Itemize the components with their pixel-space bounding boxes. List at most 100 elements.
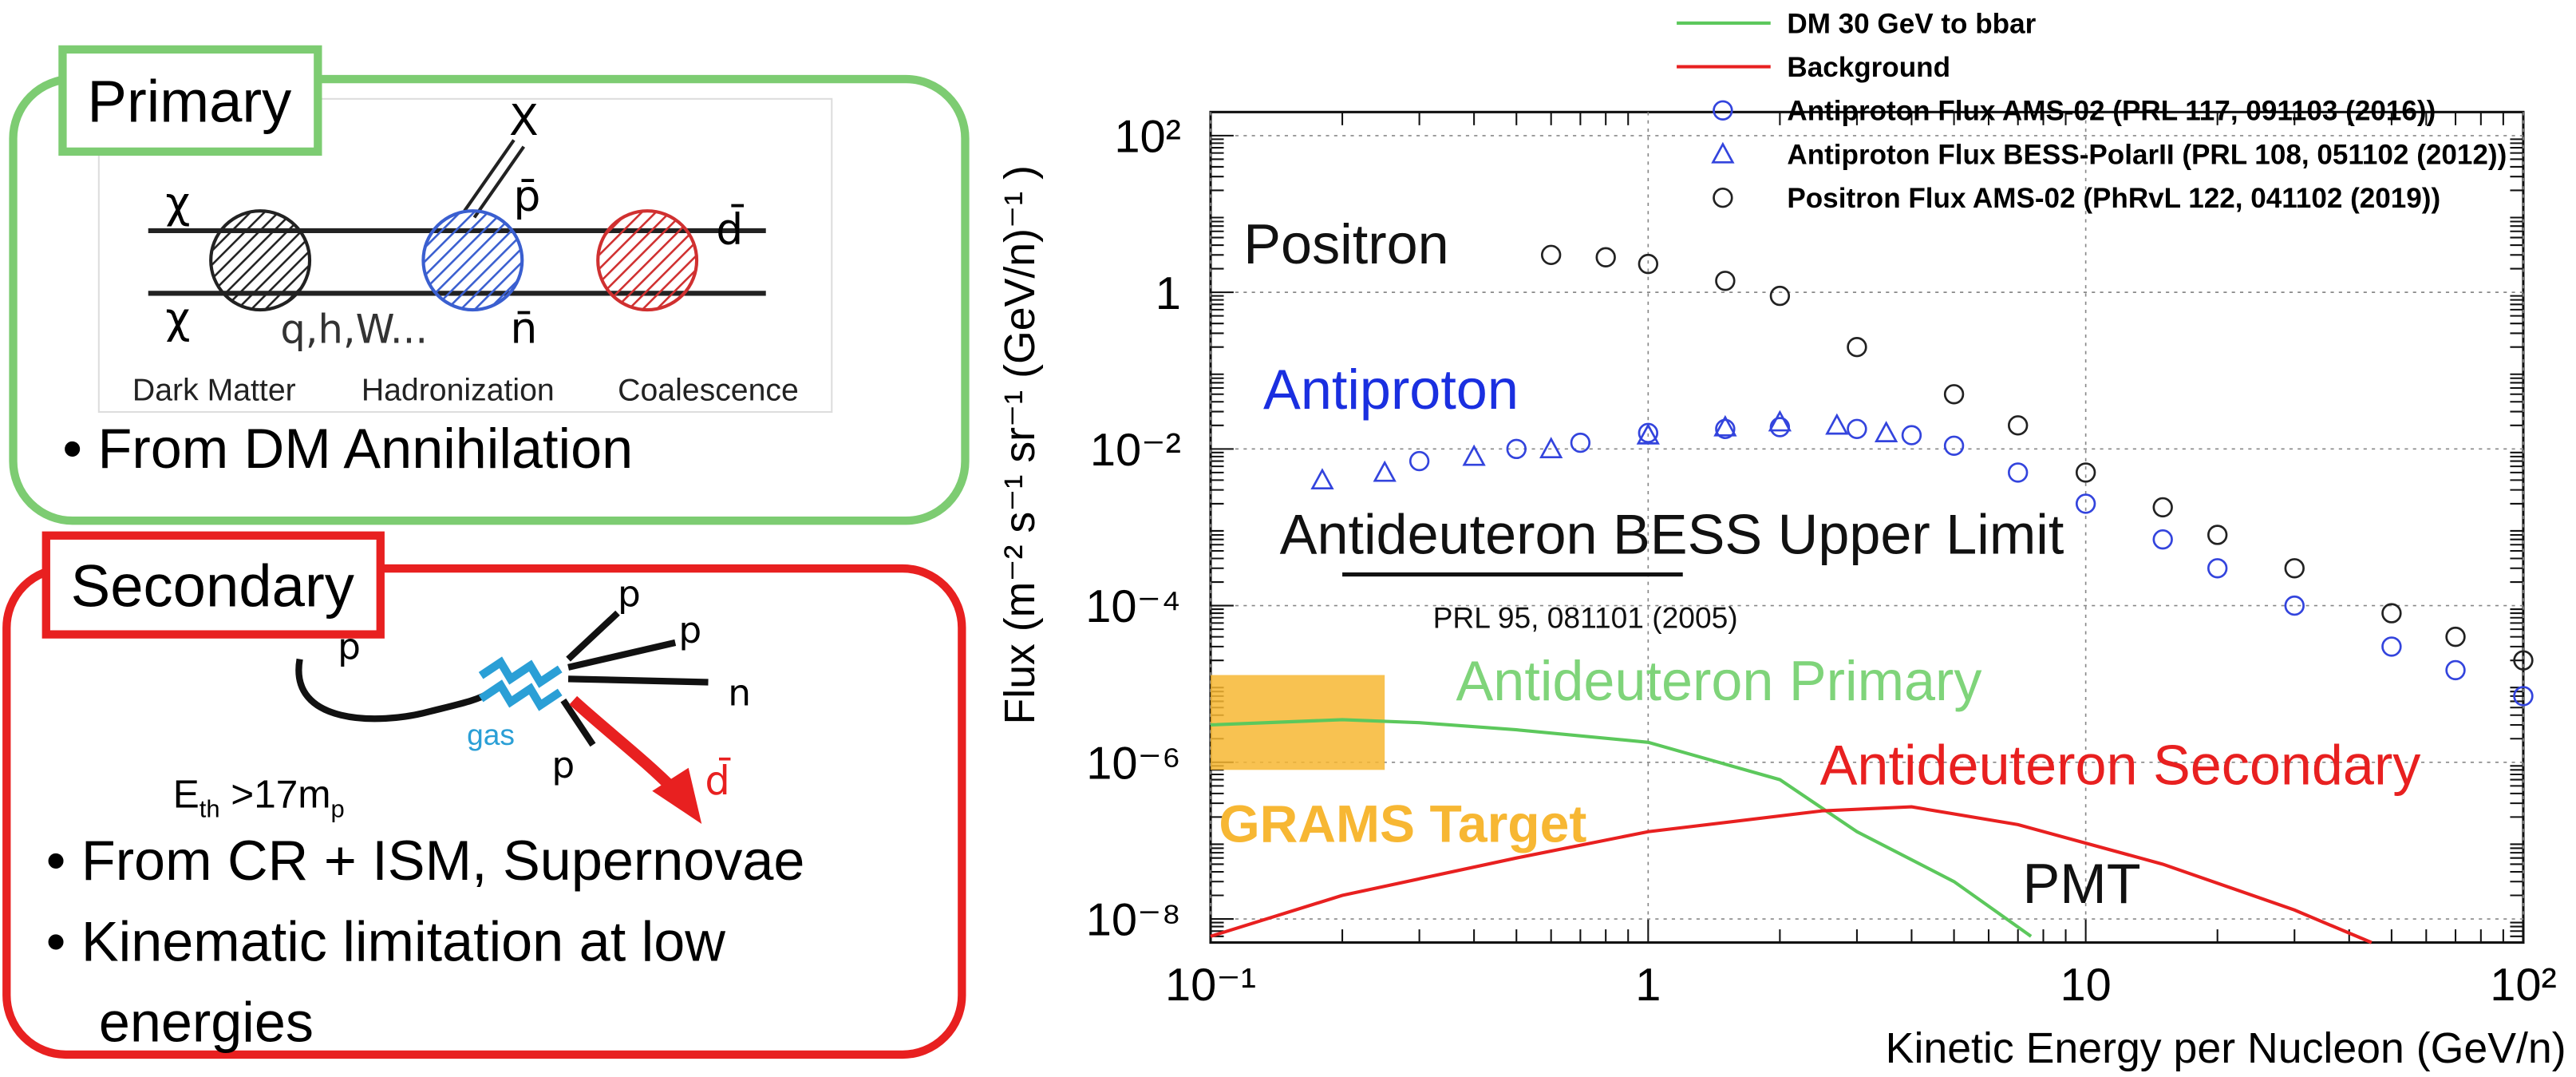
label: p̄ (513, 171, 540, 221)
label: n̄ (510, 303, 537, 353)
title-box (58, 45, 322, 156)
title-box (41, 531, 385, 639)
bullet-text: From DM Annihilation (97, 417, 633, 480)
panel-title: Secondary (71, 553, 354, 620)
data-point (1825, 413, 1849, 435)
x-tick-label: 10⁻¹ (1165, 960, 1256, 1011)
annotation: PMT (2023, 852, 2141, 915)
legend-label: DM 30 GeV to bbar (1787, 8, 2036, 39)
data-point (2513, 650, 2534, 671)
data-point (1310, 468, 1334, 490)
data-point (2207, 525, 2228, 545)
panel-border (9, 74, 970, 525)
x-axis-label: Kinetic Energy per Nucleon (GeV/n) (1886, 1024, 2566, 1072)
arrow (569, 695, 680, 795)
data-point (2284, 595, 2305, 616)
vertex (421, 209, 524, 312)
data-point (2445, 659, 2466, 681)
label: χ (165, 293, 190, 343)
track (567, 675, 709, 686)
annotation: Positron (1243, 212, 1448, 275)
label: gas (467, 718, 515, 751)
y-tick-label: 10⁻⁸ (1086, 895, 1181, 946)
y-tick-label: 10⁻⁴ (1085, 581, 1181, 632)
label: d̄ (716, 204, 744, 254)
series-line (1210, 718, 2033, 938)
label: n (728, 671, 751, 714)
bullet: • Kinematic limitation at low (46, 909, 726, 972)
legend-symbol (1713, 187, 1733, 208)
label: Dark Matter (132, 374, 296, 408)
data-point (2445, 626, 2466, 647)
label: X (509, 95, 539, 145)
y-tick-label: 10⁻⁶ (1086, 738, 1181, 789)
data-point (1769, 417, 1791, 438)
data-point (2008, 415, 2029, 436)
data-point (1638, 253, 1659, 275)
data-point (1943, 384, 1965, 405)
y-tick-label: 10² (1114, 112, 1181, 163)
annotation: Antideuteron Secondary (1820, 733, 2421, 796)
vertex (209, 209, 312, 312)
data-point (1539, 437, 1563, 459)
annotation: PRL 95, 081101 (2005) (1433, 600, 1738, 634)
data-point (1570, 432, 1591, 453)
data-point (1769, 285, 1791, 307)
data-point (1847, 418, 1867, 439)
panel-title: Primary (87, 69, 291, 135)
y-axis-label: Flux (m⁻² s⁻¹ sr⁻¹ (GeV/n)⁻¹ ) (996, 165, 1044, 724)
label: p (678, 609, 701, 651)
diagram-line (472, 145, 526, 219)
series-line (1210, 805, 2373, 944)
data-point (1715, 418, 1736, 439)
data-point (1715, 271, 1736, 291)
x-tick-label: 1 (1635, 960, 1661, 1011)
data-point (2381, 636, 2402, 657)
data-point (2075, 493, 2096, 514)
data-point (2284, 558, 2305, 579)
data-point (1409, 450, 1430, 472)
bullet: • From CR + ISM, Supernovae (46, 829, 805, 892)
annotation: Antideuteron Primary (1456, 649, 1982, 712)
data-point (1595, 247, 1616, 267)
chart: 10⁻¹ 1 10 10² 10⁻⁸ 10⁻⁶ 10⁻⁴ 10⁻² 1 10² Kinetic En… (996, 8, 2566, 1072)
label: >17m (220, 772, 331, 816)
data-point (1713, 414, 1737, 437)
data-point (2008, 462, 2029, 483)
label: d̄ (705, 757, 730, 804)
x-tick-label: 10² (2490, 960, 2557, 1011)
data-point (1506, 438, 1527, 460)
annotation: Antiproton (1263, 358, 1519, 421)
data-point (2381, 603, 2402, 624)
arrow-head (652, 767, 702, 824)
panel-border (2, 564, 966, 1059)
label: p (618, 573, 641, 616)
label: E (173, 772, 200, 816)
annotation: GRAMS Target (1219, 794, 1586, 853)
legend-symbol (1713, 100, 1733, 121)
bullet-text: Kinematic limitation at low (81, 909, 725, 972)
data-point (2207, 558, 2228, 579)
bullet-text: energies (99, 990, 314, 1053)
label: Hadronization (362, 374, 555, 408)
diagram-line (463, 139, 516, 212)
data-point (1373, 460, 1397, 482)
legend-symbol (1711, 141, 1735, 164)
data-point (1901, 425, 1922, 445)
data-point (1462, 444, 1486, 466)
label: q,h,W... (280, 306, 428, 352)
vertex (596, 209, 699, 312)
data-point (2152, 497, 2173, 518)
data-point (1847, 337, 1867, 358)
track (566, 610, 620, 662)
track (567, 639, 677, 671)
annotation: Antideuteron BESS Upper Limit (1280, 502, 2064, 565)
data-point (1943, 435, 1965, 456)
data-point (2513, 686, 2534, 707)
data-point (1636, 422, 1660, 445)
bullet: • From DM Annihilation (62, 417, 633, 480)
label: p (551, 744, 575, 786)
secondary-panel: p p p n p gas d̄ Eth >17mp Secondary • F… (2, 531, 966, 1059)
